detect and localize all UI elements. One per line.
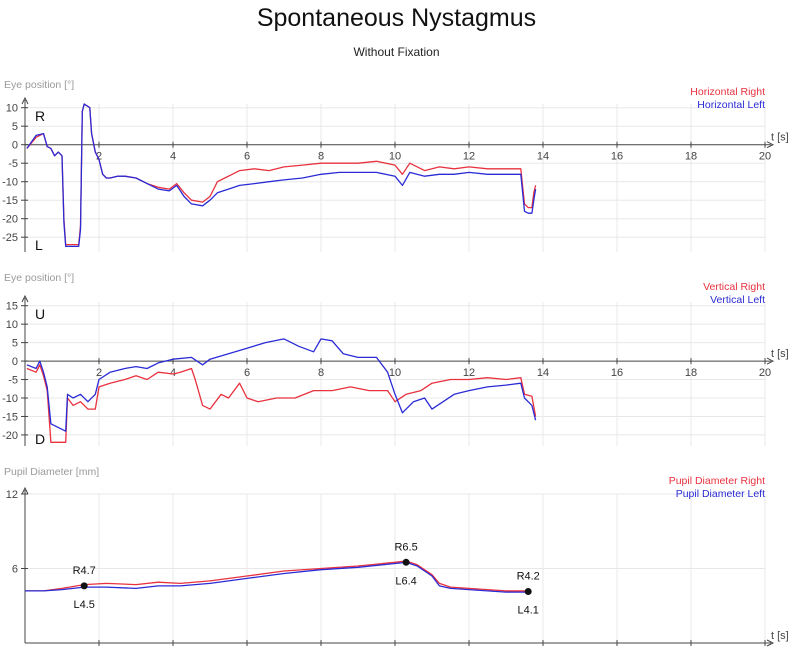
x-tick-label: 2	[96, 151, 102, 163]
x-tick-label: 4	[170, 151, 176, 163]
chart-subtitle: Without Fixation	[353, 45, 440, 59]
y-axis-title: Eye position [°]	[4, 79, 74, 91]
legend-entry: Horizontal Left	[697, 99, 765, 111]
series-line	[25, 561, 529, 593]
direction-marker-bottom: L	[35, 237, 43, 253]
series-line	[26, 103, 537, 246]
x-tick-label: 8	[318, 367, 324, 379]
y-tick-label: 15	[6, 301, 18, 313]
x-tick-label: 12	[463, 151, 475, 163]
legend-entry: Pupil Diameter Right	[669, 475, 765, 487]
x-axis-label: t [s]	[771, 630, 789, 642]
x-tick-label: 20	[759, 151, 771, 163]
annotation-label-left: L6.4	[395, 575, 416, 587]
y-tick-label: 0	[12, 140, 18, 152]
x-axis-arrow	[766, 141, 775, 149]
x-tick-label: 16	[611, 367, 623, 379]
direction-marker-top: U	[35, 306, 45, 322]
x-tick-label: 14	[537, 367, 549, 379]
x-axis-arrow	[766, 639, 775, 647]
y-tick-label: -10	[2, 393, 18, 405]
y-axis-title: Eye position [°]	[4, 272, 74, 284]
series-line	[25, 560, 529, 592]
x-axis-arrow	[766, 357, 775, 365]
annotation-label-right: R4.7	[73, 565, 96, 577]
y-axis-arrow	[21, 294, 29, 303]
x-tick-label: 6	[244, 151, 250, 163]
x-axis-label: t [s]	[771, 348, 789, 360]
y-tick-label: -5	[8, 375, 18, 387]
series-line	[26, 364, 537, 443]
y-tick-label: 10	[6, 319, 18, 331]
y-tick-label: -15	[2, 411, 18, 423]
chart-title: Spontaneous Nystagmus	[256, 4, 537, 32]
y-tick-label: 12	[6, 489, 18, 501]
annotation-point	[80, 582, 88, 590]
x-tick-label: 10	[389, 367, 401, 379]
y-axis-title: Pupil Diameter [mm]	[4, 466, 99, 478]
annotation-label-right: R6.5	[394, 541, 417, 553]
x-tick-label: 18	[685, 367, 697, 379]
y-tick-label: 5	[12, 338, 18, 350]
annotation-point	[524, 587, 532, 595]
x-tick-label: 8	[318, 151, 324, 163]
direction-marker-bottom: D	[35, 431, 45, 447]
annotation-label-left: L4.1	[517, 604, 538, 616]
annotation-point	[402, 558, 410, 566]
y-tick-label: -20	[2, 214, 18, 226]
x-tick-label: 18	[685, 151, 697, 163]
y-tick-label: 10	[6, 103, 18, 115]
x-axis-label: t [s]	[771, 132, 789, 144]
x-tick-label: 16	[611, 151, 623, 163]
x-tick-label: 14	[537, 151, 549, 163]
x-tick-label: 10	[389, 151, 401, 163]
annotation-label-right: R4.2	[517, 570, 540, 582]
y-tick-label: -15	[2, 195, 18, 207]
series-line	[26, 103, 537, 248]
x-tick-label: 4	[170, 367, 176, 379]
x-tick-label: 2	[96, 367, 102, 379]
y-tick-label: -10	[2, 177, 18, 189]
annotation-label-left: L4.5	[73, 599, 94, 611]
y-tick-label: 0	[12, 356, 18, 368]
series-line	[26, 338, 537, 432]
direction-marker-top: R	[35, 108, 45, 124]
legend-entry: Pupil Diameter Left	[676, 488, 765, 500]
y-tick-label: -25	[2, 232, 18, 244]
y-tick-label: -5	[8, 158, 18, 170]
y-tick-label: 6	[12, 564, 18, 576]
y-axis-arrow	[21, 486, 29, 495]
legend-entry: Horizontal Right	[690, 86, 765, 98]
legend-entry: Vertical Left	[710, 294, 765, 306]
x-tick-label: 12	[463, 367, 475, 379]
y-tick-label: -20	[2, 430, 18, 442]
y-axis-arrow	[21, 96, 29, 105]
x-tick-label: 20	[759, 367, 771, 379]
y-tick-label: 5	[12, 121, 18, 133]
x-tick-label: 6	[244, 367, 250, 379]
legend-entry: Vertical Right	[703, 281, 765, 293]
